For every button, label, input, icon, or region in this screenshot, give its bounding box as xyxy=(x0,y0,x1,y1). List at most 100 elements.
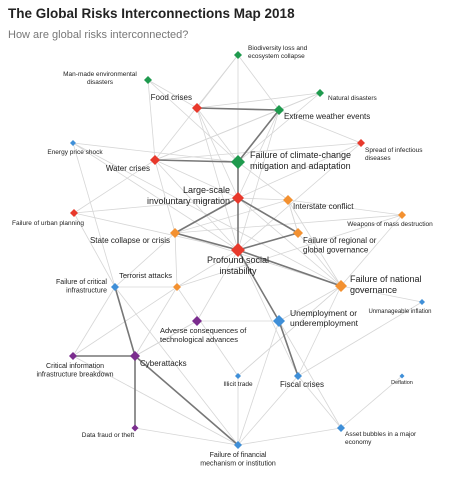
risk-label: Man-made environmental xyxy=(63,71,137,78)
edge xyxy=(73,212,116,288)
risk-node xyxy=(173,283,181,291)
risk-node xyxy=(192,103,202,113)
risk-node xyxy=(111,283,119,291)
risk-label: global governance xyxy=(303,246,369,255)
edge xyxy=(340,375,403,429)
risk-label: Water crises xyxy=(106,164,150,173)
risk-label: Illicit trade xyxy=(223,381,253,388)
risk-label: Fiscal crises xyxy=(280,380,324,389)
edge xyxy=(278,285,342,322)
risk-label: State collapse or crisis xyxy=(90,236,170,245)
edge xyxy=(134,427,239,446)
edge xyxy=(237,161,289,201)
edge xyxy=(340,285,423,303)
edge xyxy=(237,249,299,377)
edge xyxy=(278,320,342,429)
edge xyxy=(196,107,239,251)
edge xyxy=(72,142,239,163)
edge xyxy=(73,197,239,214)
edge xyxy=(237,142,362,251)
edge xyxy=(134,286,178,357)
risk-node xyxy=(335,280,347,292)
risk-label: Critical information xyxy=(46,363,104,370)
edge xyxy=(196,107,239,199)
edge xyxy=(196,249,239,322)
edge xyxy=(154,142,362,161)
risk-label: Unmanageable inflation xyxy=(368,309,431,315)
edge xyxy=(237,54,280,111)
risk-label: Spread of infectious xyxy=(365,147,423,154)
risk-node xyxy=(70,140,76,146)
risk-node xyxy=(398,211,406,219)
risk-node xyxy=(192,316,202,326)
edge-strong xyxy=(174,232,239,251)
edge xyxy=(297,285,342,377)
subtitle: How are global risks interconnected? xyxy=(8,29,188,41)
edge xyxy=(237,375,299,446)
risk-label: involuntary migration xyxy=(147,196,230,206)
edge xyxy=(176,286,239,377)
edge-strong xyxy=(196,107,280,111)
edge xyxy=(237,109,280,199)
edge-strong xyxy=(237,109,280,163)
edge xyxy=(237,92,321,163)
risk-node xyxy=(316,89,324,97)
edge xyxy=(174,199,289,234)
edge xyxy=(72,355,239,446)
risk-label: governance xyxy=(350,285,397,295)
risk-label: disasters xyxy=(87,79,114,86)
edge xyxy=(114,286,239,446)
risk-label: underemployment xyxy=(290,318,359,328)
edge xyxy=(297,375,342,429)
edge xyxy=(147,79,239,163)
risk-node xyxy=(130,351,140,361)
risk-node xyxy=(283,195,293,205)
risk-label: diseases xyxy=(365,155,391,162)
risk-label: infrastructure xyxy=(66,287,107,294)
edge xyxy=(297,301,423,377)
title: The Global Risks Interconnections Map 20… xyxy=(8,6,295,21)
edge xyxy=(237,197,289,201)
edge xyxy=(174,232,178,288)
edge-strong xyxy=(237,249,280,322)
edge xyxy=(196,92,321,109)
risk-node xyxy=(231,243,245,257)
edge-strong xyxy=(237,249,342,287)
risk-node xyxy=(357,139,365,147)
risk-label: Failure of national xyxy=(350,274,422,284)
risk-label: Profound social xyxy=(207,255,269,265)
risk-node xyxy=(144,76,152,84)
edge-strong xyxy=(237,197,299,234)
edge xyxy=(72,286,116,357)
risk-label: Interstate conflict xyxy=(293,202,354,211)
risk-label: Unemployment or xyxy=(290,308,357,318)
risk-label: Cyberattacks xyxy=(140,359,187,368)
edge xyxy=(72,142,116,288)
edge xyxy=(237,109,280,251)
risk-node xyxy=(419,299,425,305)
edge xyxy=(154,159,176,234)
risk-label: Asset bubbles in a major xyxy=(345,431,417,438)
risk-label: Failure of financial xyxy=(210,452,267,459)
edges xyxy=(72,54,423,446)
risk-node xyxy=(399,373,405,379)
edge-strong xyxy=(237,232,299,251)
edge-strong xyxy=(278,320,299,377)
risk-label: Energy price shock xyxy=(47,149,103,156)
edge xyxy=(72,142,239,251)
risk-label: economy xyxy=(345,439,372,446)
edge xyxy=(73,159,156,214)
risk-node xyxy=(293,228,303,238)
edge xyxy=(154,109,280,161)
edge-strong xyxy=(134,355,239,446)
risk-label: Data fraud or theft xyxy=(82,432,135,439)
risk-label: Terrorist attacks xyxy=(119,271,172,280)
risk-label: Failure of urban planning xyxy=(12,220,84,227)
edge xyxy=(73,212,239,251)
edge-strong xyxy=(174,197,239,234)
risk-node xyxy=(232,192,244,204)
edge xyxy=(174,214,403,234)
risk-label: technological advances xyxy=(160,335,238,344)
